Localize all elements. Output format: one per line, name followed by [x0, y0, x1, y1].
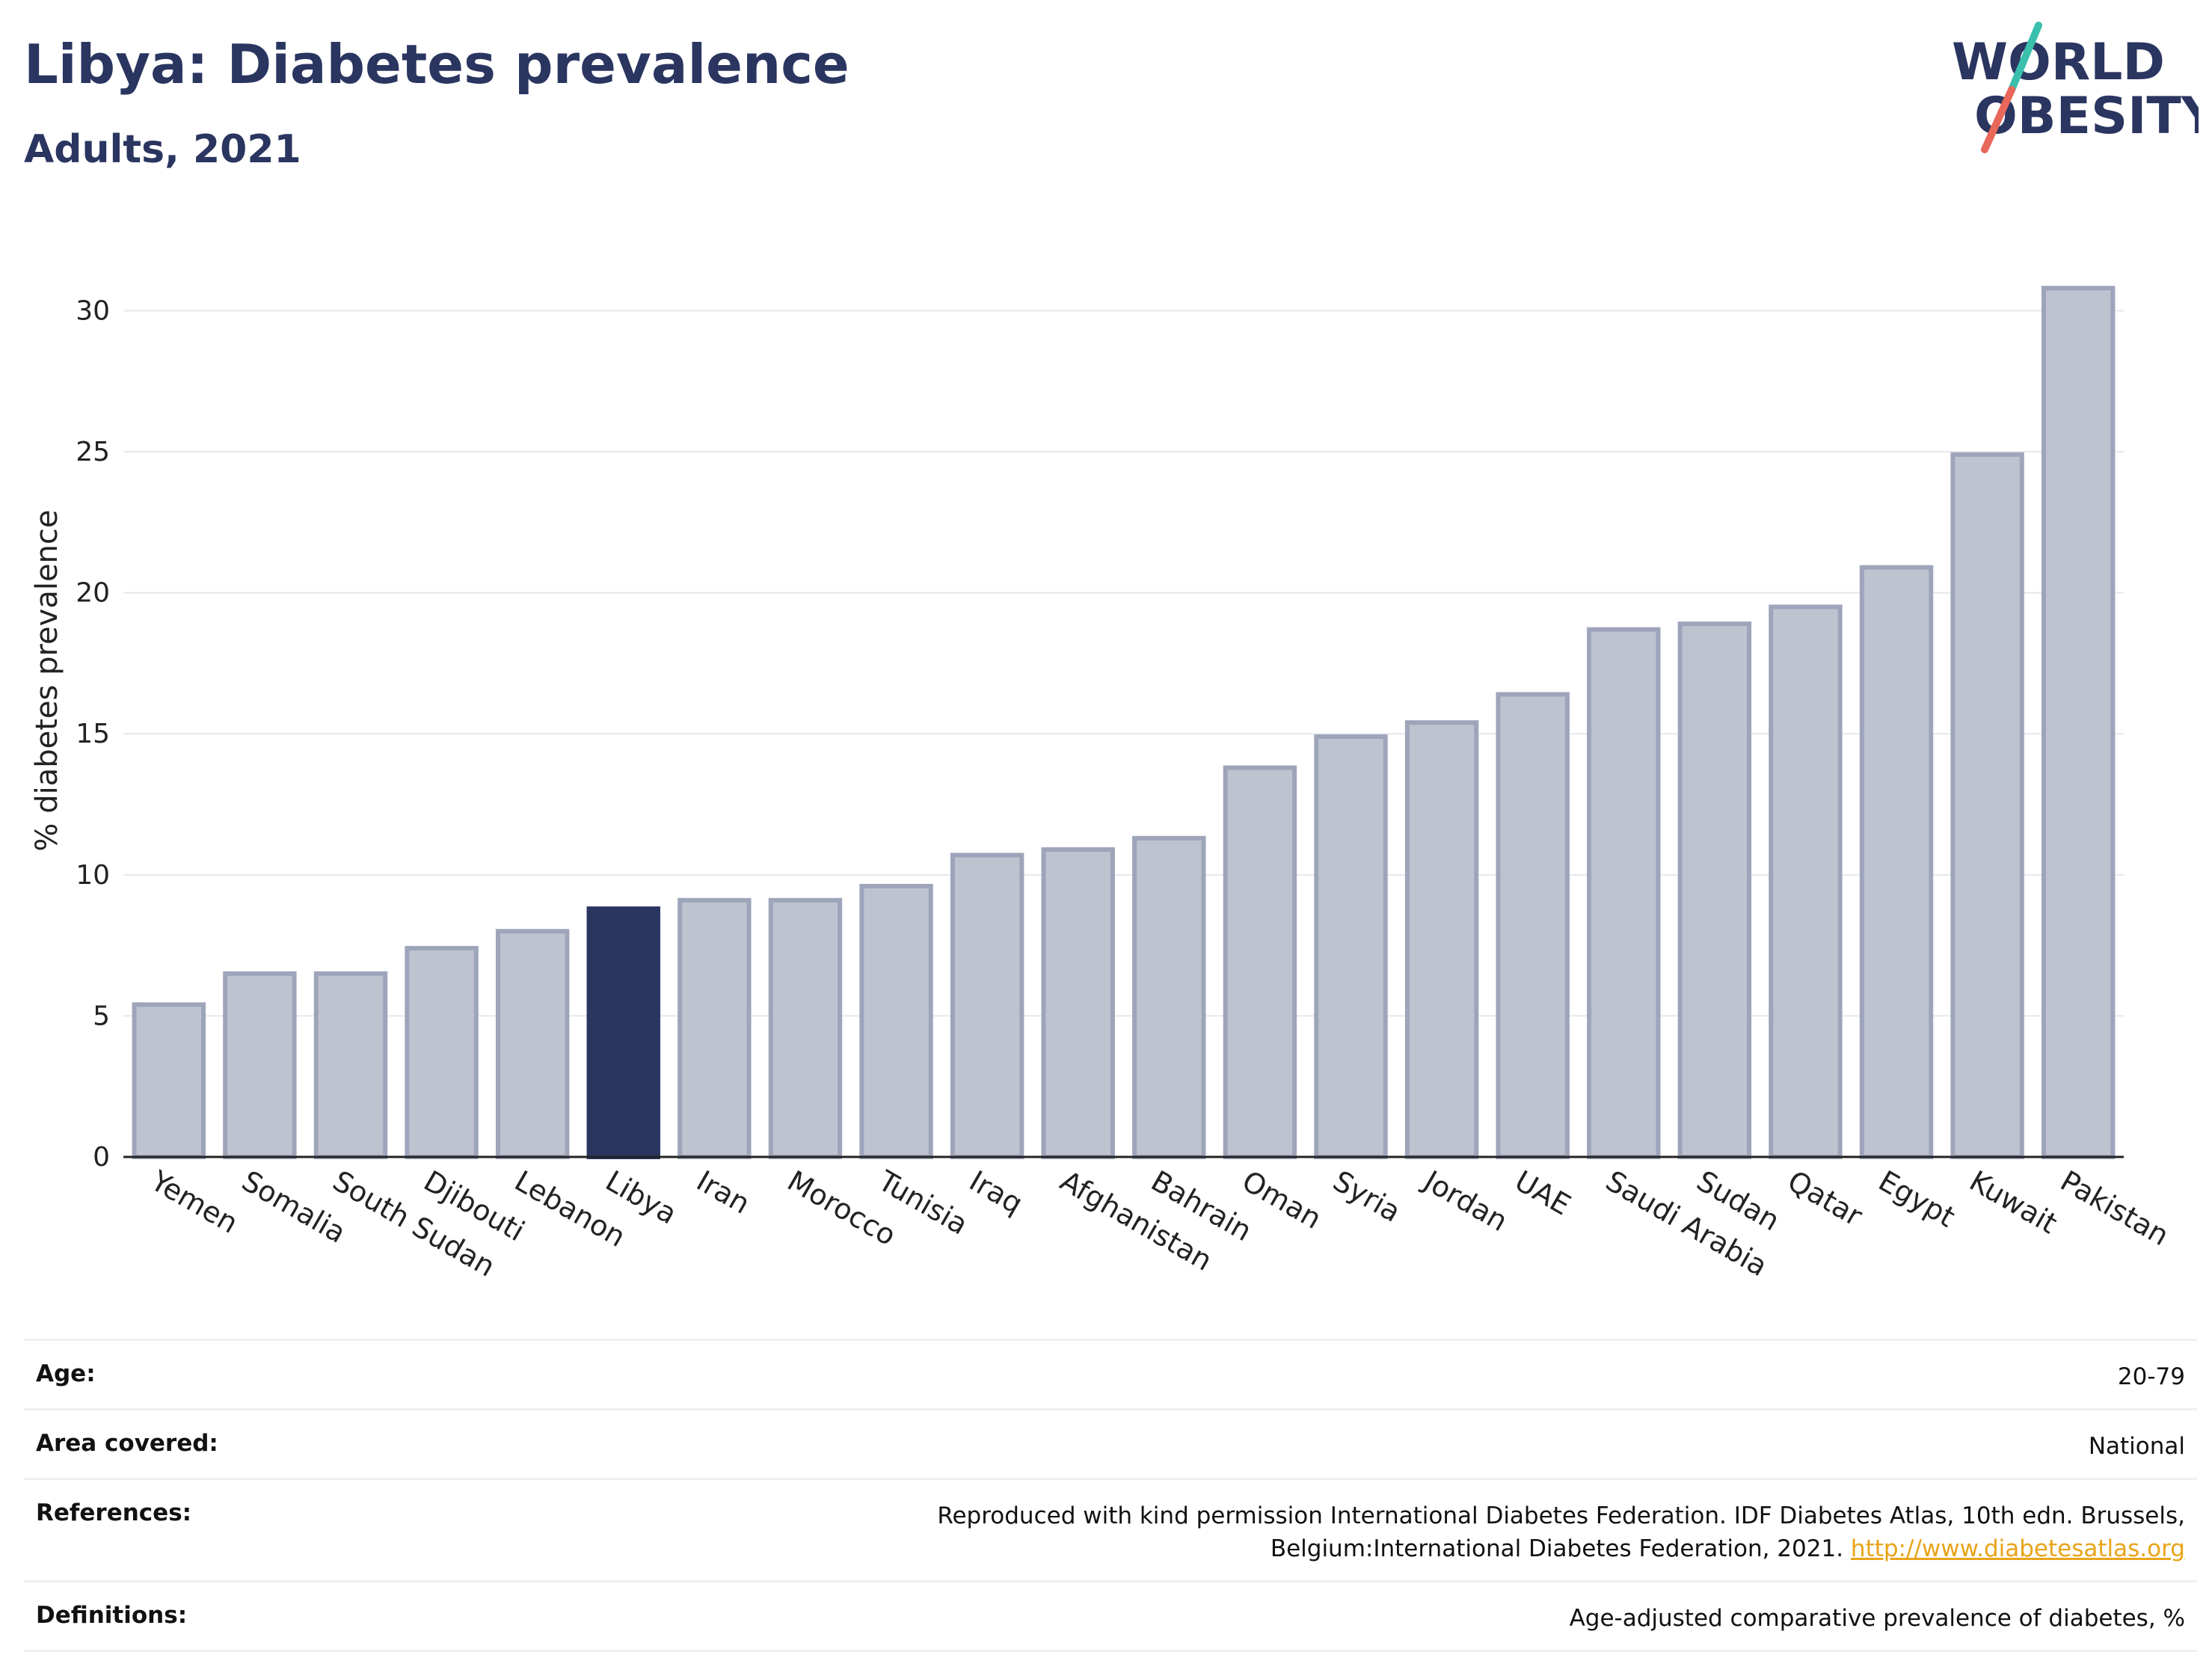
- bar-tunisia: [859, 883, 933, 1160]
- meta-key: Area covered:: [36, 1430, 218, 1457]
- bar-saudi-arabia: [1587, 627, 1661, 1159]
- bar-libya: [586, 906, 660, 1159]
- bars: [132, 286, 2116, 1160]
- metadata-table: Age: 20-79 Area covered: National Refere…: [24, 1339, 2197, 1652]
- y-tick-label: 15: [76, 719, 110, 749]
- meta-key: Definitions:: [36, 1602, 188, 1629]
- chart-subtitle: Adults, 2021: [24, 127, 301, 172]
- x-tick-label: Jordan: [1417, 1164, 1513, 1238]
- logo-slash-teal: [2008, 22, 2042, 93]
- x-tick-label: Pakistan: [2055, 1164, 2175, 1253]
- y-tick-label: 5: [93, 1001, 110, 1031]
- bar-somalia: [223, 971, 297, 1159]
- bar-egypt: [1859, 565, 1934, 1159]
- bar-jordan: [1404, 720, 1479, 1159]
- y-tick-label: 0: [93, 1142, 110, 1173]
- bar-djibouti: [405, 945, 479, 1159]
- bar-pakistan: [2042, 286, 2116, 1160]
- world-obesity-logo: WORLD OBESITY: [1952, 22, 2199, 153]
- bar-kuwait: [1950, 452, 2024, 1159]
- y-tick-label: 10: [76, 860, 110, 891]
- y-tick-labels: 0 5 10 15 20 25 30: [76, 295, 110, 1173]
- meta-value: Age-adjusted comparative prevalence of d…: [1569, 1605, 2185, 1632]
- bar-afghanistan: [1041, 847, 1115, 1159]
- x-tick-label: Qatar: [1782, 1164, 1868, 1233]
- bar-qatar: [1769, 604, 1843, 1159]
- x-tick-label: Somalia: [236, 1164, 351, 1250]
- x-tick-label: Yemen: [145, 1164, 244, 1240]
- bar-syria: [1314, 734, 1388, 1159]
- meta-value: National: [2088, 1433, 2185, 1460]
- y-tick-label: 20: [76, 578, 110, 609]
- meta-key: Age:: [36, 1360, 96, 1387]
- y-axis-label: % diabetes prevalence: [30, 509, 64, 851]
- diabetes-atlas-link[interactable]: http://www.diabetesatlas.org: [1850, 1535, 2185, 1562]
- bar-iran: [678, 897, 752, 1160]
- y-tick-label: 25: [76, 437, 110, 467]
- logo-slash-coral: [1981, 86, 2015, 153]
- x-tick-label: Afghanistan: [1054, 1164, 1217, 1277]
- bar-sudan: [1677, 621, 1752, 1159]
- bar-morocco: [768, 897, 843, 1160]
- x-tick-label: Iran: [691, 1164, 755, 1220]
- references-text: Reproduced with kind permission Internat…: [937, 1502, 2185, 1562]
- meta-row-definitions: Definitions: Age-adjusted comparative pr…: [24, 1580, 2197, 1652]
- chart-title: Libya: Diabetes prevalence: [24, 33, 850, 96]
- y-tick-label: 30: [76, 295, 110, 326]
- bar-yemen: [132, 1002, 206, 1159]
- meta-row-age: Age: 20-79: [24, 1339, 2197, 1408]
- meta-value-references: Reproduced with kind permission Internat…: [689, 1499, 2185, 1565]
- x-tick-label: UAE: [1509, 1164, 1576, 1222]
- bar-uae: [1496, 692, 1570, 1159]
- bar-oman: [1223, 765, 1297, 1159]
- logo-line1: WORLD: [1952, 33, 2165, 92]
- meta-key: References:: [36, 1499, 192, 1526]
- x-tick-label: Egypt: [1873, 1164, 1961, 1234]
- meta-row-area: Area covered: National: [24, 1408, 2197, 1478]
- bar-bahrain: [1132, 835, 1206, 1159]
- x-tick-label: Syria: [1327, 1164, 1406, 1229]
- meta-row-references: References: Reproduced with kind permiss…: [24, 1478, 2197, 1580]
- meta-value: 20-79: [2117, 1363, 2185, 1390]
- x-tick-label: Kuwait: [1964, 1164, 2062, 1241]
- bar-south-sudan: [313, 971, 388, 1159]
- bar-lebanon: [495, 929, 570, 1159]
- bar-iraq: [950, 853, 1024, 1160]
